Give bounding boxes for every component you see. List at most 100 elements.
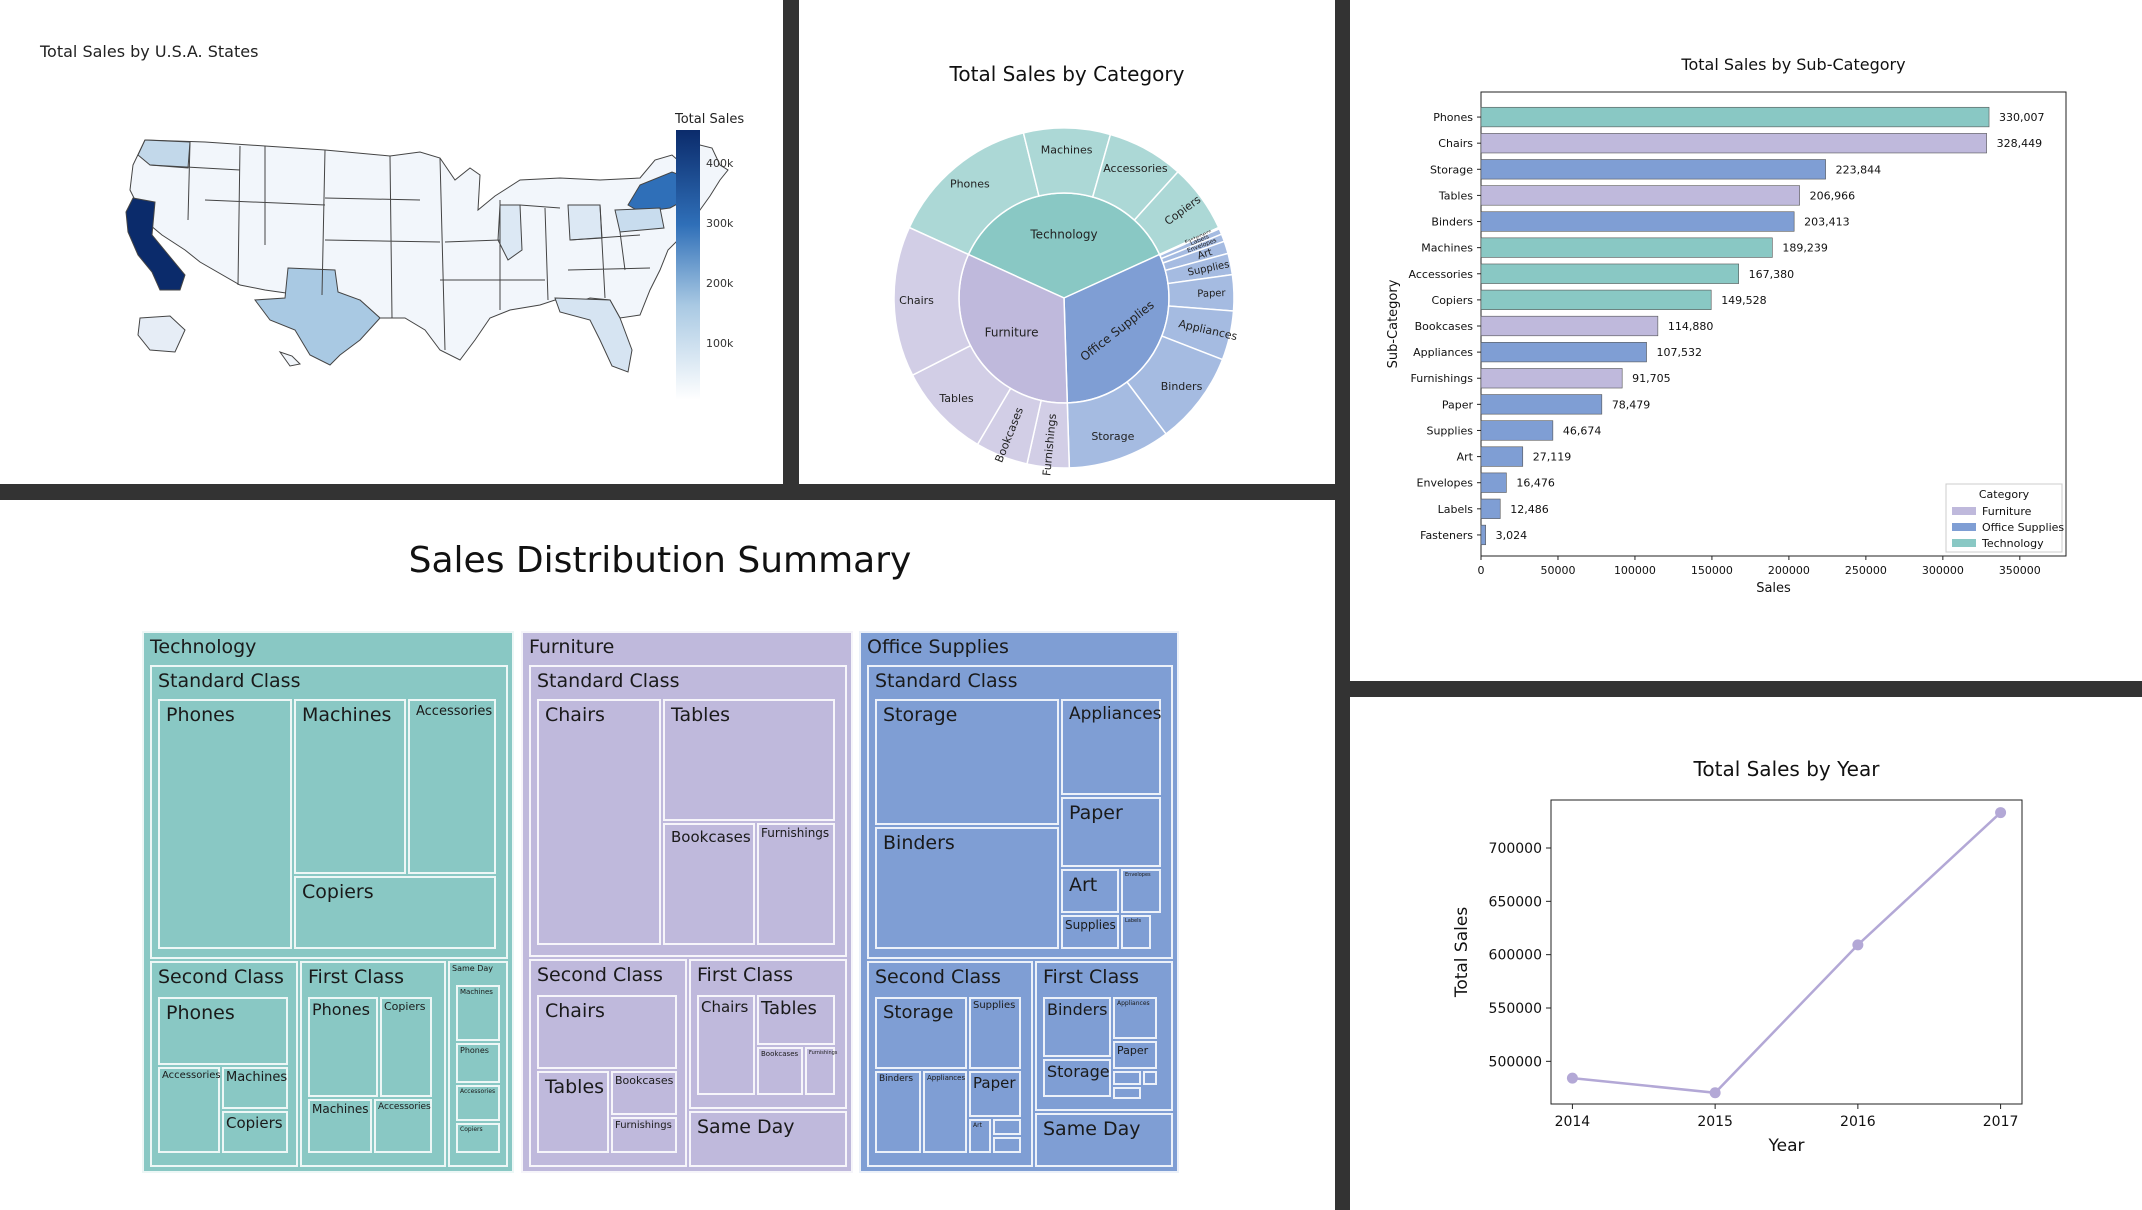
- bar[interactable]: [1480, 524, 1486, 546]
- bar-value-label: 16,476: [1516, 477, 1555, 490]
- treemap-tile[interactable]: Phones: [158, 997, 288, 1065]
- treemap-tile[interactable]: Supplies: [969, 997, 1021, 1069]
- treemap-furn-first[interactable]: First Class Chairs Tables Bookcases Furn…: [689, 959, 847, 1109]
- bar[interactable]: [1480, 106, 1990, 128]
- bar[interactable]: [1480, 237, 1773, 258]
- bar[interactable]: [1480, 263, 1739, 284]
- treemap-label: Same Day: [697, 1116, 795, 1138]
- treemap-tile[interactable]: Accessories: [408, 699, 496, 874]
- treemap-tile[interactable]: Art: [969, 1119, 991, 1153]
- treemap-tile[interactable]: Binders: [1043, 997, 1111, 1057]
- legend-swatch: [1952, 523, 1976, 531]
- treemap-tile[interactable]: Copiers: [380, 997, 432, 1097]
- bar-value-label: 203,413: [1804, 216, 1850, 229]
- treemap-tile[interactable]: Machines: [222, 1067, 288, 1109]
- treemap-furn-standard[interactable]: Standard Class Chairs Tables Bookcases F…: [529, 665, 847, 957]
- treemap-office-first[interactable]: First Class Binders Appliances Storage P…: [1035, 961, 1173, 1111]
- treemap-tile[interactable]: Accessories: [456, 1085, 500, 1121]
- bar[interactable]: [1480, 420, 1554, 441]
- bar-value-label: 107,532: [1657, 346, 1703, 359]
- treemap-tile[interactable]: Appliances: [1061, 699, 1162, 795]
- bar[interactable]: [1480, 315, 1659, 337]
- treemap-office-standard[interactable]: Standard Class Storage Binders Appliance…: [867, 665, 1173, 959]
- treemap-tile[interactable]: [1113, 1071, 1141, 1085]
- treemap-tile[interactable]: [1143, 1071, 1157, 1085]
- bar[interactable]: [1480, 289, 1712, 310]
- treemap-tile[interactable]: [993, 1119, 1021, 1135]
- treemap-tile[interactable]: Storage: [1043, 1059, 1111, 1097]
- treemap-label: Tables: [761, 998, 817, 1019]
- bar[interactable]: [1480, 342, 1647, 363]
- treemap-tile[interactable]: Phones: [456, 1043, 500, 1083]
- sunburst-outer-slice[interactable]: [893, 226, 972, 377]
- subcategory-bar-panel: Total Sales by Sub-Category Phones 330,007…: [1350, 0, 2142, 681]
- treemap-label: Envelopes: [1125, 872, 1151, 878]
- treemap-tile[interactable]: Copiers: [294, 876, 496, 949]
- treemap-tile[interactable]: [993, 1137, 1021, 1153]
- treemap-tile[interactable]: Bookcases: [611, 1071, 677, 1115]
- bar[interactable]: [1480, 368, 1623, 389]
- treemap-tile[interactable]: Chairs: [697, 995, 755, 1095]
- bar[interactable]: [1480, 185, 1800, 206]
- treemap-tile[interactable]: Storage: [875, 699, 1059, 825]
- bar[interactable]: [1480, 133, 1987, 154]
- treemap-tile[interactable]: Storage: [875, 997, 967, 1069]
- treemap-tile[interactable]: Labels: [1121, 915, 1151, 949]
- treemap-tile[interactable]: Tables: [663, 699, 835, 821]
- treemap-tile[interactable]: Art: [1061, 869, 1119, 913]
- treemap-tile[interactable]: Copiers: [456, 1123, 500, 1153]
- treemap-tile[interactable]: Furnishings: [805, 1047, 837, 1095]
- bar[interactable]: [1480, 498, 1501, 519]
- treemap-tile[interactable]: Phones: [158, 699, 292, 949]
- treemap-tile[interactable]: Tables: [757, 995, 835, 1045]
- treemap-tile[interactable]: Paper: [1061, 797, 1161, 867]
- treemap-tech-first[interactable]: First Class Phones Copiers Machines Acce…: [300, 961, 446, 1167]
- treemap-furn-second[interactable]: Second Class Chairs Tables Bookcases Fur…: [529, 959, 687, 1167]
- treemap-tile[interactable]: Machines: [456, 985, 500, 1041]
- treemap-tile[interactable]: Chairs: [537, 995, 677, 1069]
- treemap-tile[interactable]: Envelopes: [1121, 869, 1161, 913]
- treemap-tech-standard[interactable]: Standard Class Phones Machines Accessori…: [150, 665, 508, 959]
- bar[interactable]: [1480, 472, 1507, 493]
- treemap-tech-second[interactable]: Second Class Phones Accessories Machines…: [150, 961, 298, 1167]
- treemap-office-second[interactable]: Second Class Storage Supplies Binders Ap…: [867, 961, 1033, 1167]
- treemap-tile[interactable]: Appliances: [923, 1071, 967, 1153]
- bar[interactable]: [1480, 211, 1795, 232]
- treemap-tile[interactable]: Furnishings: [611, 1117, 677, 1153]
- bar[interactable]: [1480, 446, 1524, 467]
- treemap-tile[interactable]: Machines: [308, 1099, 372, 1153]
- treemap-tile[interactable]: Accessories: [158, 1067, 221, 1153]
- treemap-tile[interactable]: Paper: [1113, 1041, 1157, 1069]
- line-point[interactable]: [1709, 1087, 1721, 1099]
- treemap-tile[interactable]: Binders: [875, 827, 1059, 949]
- treemap-tile[interactable]: Phones: [308, 997, 378, 1097]
- bar[interactable]: [1480, 394, 1603, 415]
- treemap-tile[interactable]: Binders: [875, 1071, 921, 1153]
- treemap-office-supplies[interactable]: Office Supplies Standard Class Storage B…: [859, 631, 1179, 1173]
- treemap-furniture[interactable]: Furniture Standard Class Chairs Tables B…: [521, 631, 853, 1173]
- treemap-tile[interactable]: Chairs: [537, 699, 661, 945]
- bar[interactable]: [1480, 159, 1826, 180]
- treemap-tile[interactable]: Appliances: [1113, 997, 1157, 1039]
- treemap-furn-sameday[interactable]: Same Day: [689, 1111, 847, 1167]
- treemap-tile[interactable]: Machines: [294, 699, 406, 874]
- bar-value-label: 328,449: [1997, 137, 2043, 150]
- treemap-tile[interactable]: Bookcases: [663, 823, 755, 945]
- treemap-tile[interactable]: Supplies: [1061, 915, 1119, 949]
- treemap-tile[interactable]: Copiers: [222, 1111, 288, 1153]
- treemap-technology[interactable]: Technology Standard Class Phones Machine…: [142, 631, 514, 1173]
- treemap-tile[interactable]: Accessories: [374, 1099, 432, 1153]
- line-point[interactable]: [1852, 939, 1864, 951]
- treemap-tile[interactable]: Tables: [537, 1071, 609, 1153]
- treemap-tile[interactable]: Furnishings: [757, 823, 835, 945]
- treemap-office-sameday[interactable]: Same Day: [1035, 1113, 1173, 1167]
- treemap-tile[interactable]: Bookcases: [757, 1047, 803, 1095]
- line-point[interactable]: [1995, 807, 2007, 819]
- treemap-tile[interactable]: [1113, 1087, 1141, 1099]
- line-point[interactable]: [1566, 1072, 1578, 1084]
- treemap-tile[interactable]: Paper: [969, 1071, 1021, 1117]
- treemap-label: Machines: [302, 704, 392, 726]
- treemap-tech-sameday[interactable]: Same Day Machines Phones Accessories Cop…: [448, 961, 508, 1167]
- y-tick-label: 600000: [1489, 948, 1542, 964]
- sunburst-outer-label: Furnishings: [1040, 413, 1059, 477]
